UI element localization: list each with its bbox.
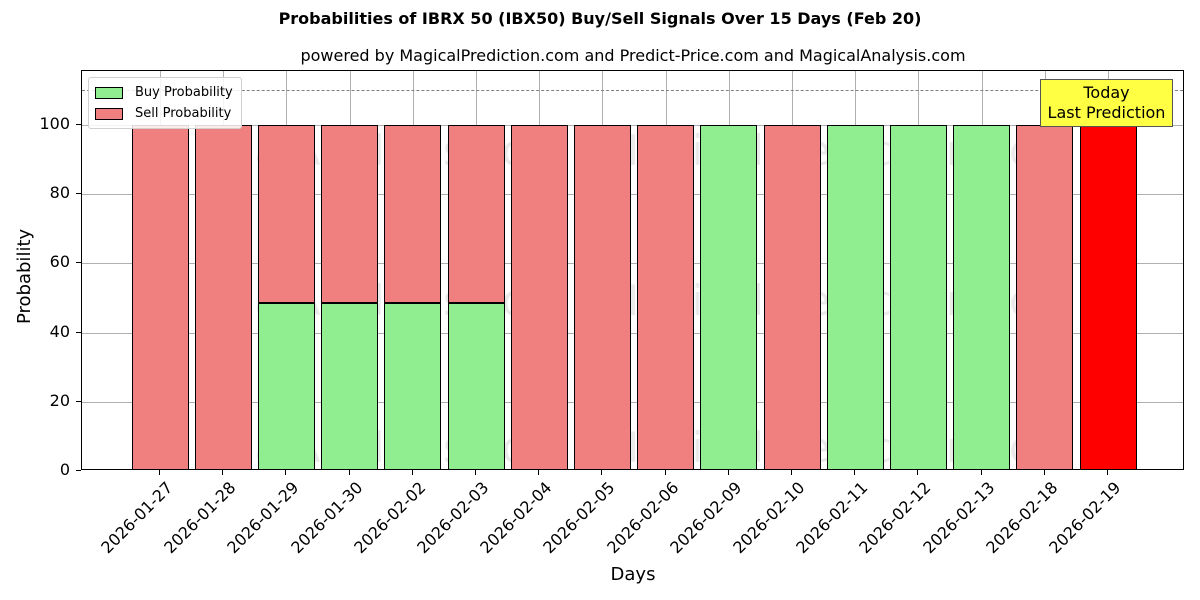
bar-buy bbox=[826, 125, 884, 469]
bar-sell bbox=[384, 125, 442, 304]
bar-sell bbox=[257, 125, 315, 304]
y-tick bbox=[76, 262, 81, 264]
y-tick bbox=[76, 193, 81, 195]
x-tick bbox=[791, 470, 792, 475]
chart-title: Probabilities of IBRX 50 (IBX50) Buy/Sel… bbox=[278, 9, 922, 28]
bar-sell bbox=[573, 125, 631, 469]
x-tick bbox=[1043, 470, 1045, 475]
bar-sell bbox=[1016, 125, 1074, 469]
bar-buy bbox=[889, 125, 947, 469]
gridline-horizontal bbox=[82, 332, 1183, 334]
buy-swatch-icon bbox=[95, 86, 123, 99]
chart-subtitle: powered by MagicalPrediction.com and Pre… bbox=[300, 46, 966, 65]
x-tick bbox=[980, 470, 982, 475]
y-tick-label: 60 bbox=[49, 252, 70, 272]
y-tick bbox=[76, 400, 81, 402]
x-tick bbox=[664, 470, 666, 475]
x-tick bbox=[222, 470, 224, 475]
x-tick bbox=[411, 470, 413, 475]
x-tick bbox=[538, 470, 540, 475]
y-tick bbox=[76, 124, 81, 125]
x-tick bbox=[348, 470, 350, 475]
x-tick bbox=[854, 470, 856, 475]
x-tick bbox=[159, 470, 160, 475]
bar-buy bbox=[257, 303, 315, 469]
bar-sell bbox=[510, 125, 568, 469]
x-tick bbox=[727, 470, 729, 475]
y-tick bbox=[76, 470, 81, 471]
bar-sell bbox=[131, 125, 189, 469]
bar-sell bbox=[637, 125, 695, 469]
today-annotation: Today Last Prediction bbox=[1040, 79, 1173, 127]
legend: Buy Probability Sell Probability bbox=[88, 77, 242, 129]
bar-sell bbox=[194, 125, 252, 469]
legend-item-sell: Sell Probability bbox=[95, 103, 233, 124]
x-tick bbox=[601, 470, 603, 475]
gridline-horizontal bbox=[82, 263, 1183, 265]
legend-sell-label: Sell Probability bbox=[135, 106, 232, 121]
gridline-horizontal bbox=[82, 194, 1183, 196]
legend-item-buy: Buy Probability bbox=[95, 82, 233, 103]
y-tick-label: 20 bbox=[49, 390, 70, 410]
bar-sell bbox=[763, 125, 821, 469]
bar-buy bbox=[700, 125, 758, 469]
x-tick bbox=[1107, 470, 1108, 475]
bar-buy bbox=[321, 303, 379, 469]
y-axis-label: Probability bbox=[14, 228, 35, 324]
sell-swatch-icon bbox=[95, 107, 123, 120]
x-tick bbox=[475, 470, 476, 475]
legend-buy-label: Buy Probability bbox=[135, 85, 233, 100]
gridline-horizontal bbox=[82, 401, 1183, 403]
y-tick-label: 40 bbox=[49, 321, 70, 341]
bar-sell bbox=[447, 125, 505, 304]
gridline-horizontal bbox=[82, 125, 1183, 126]
y-tick-label: 100 bbox=[39, 114, 70, 133]
x-tick bbox=[285, 470, 287, 475]
y-tick-label: 80 bbox=[49, 183, 70, 203]
annotation-line-1: Today bbox=[1083, 83, 1130, 102]
bar-buy bbox=[447, 303, 505, 469]
y-tick-label: 0 bbox=[59, 460, 70, 479]
bar-buy bbox=[953, 125, 1011, 469]
plot-area: MagicalAnalysis.comMagicalAnalysis.comMa… bbox=[81, 70, 1184, 470]
bar-buy bbox=[384, 303, 442, 469]
x-axis-label: Days bbox=[610, 564, 656, 585]
x-tick bbox=[917, 470, 919, 475]
bar-sell bbox=[321, 125, 379, 304]
reference-line bbox=[82, 90, 1183, 92]
y-tick bbox=[76, 331, 81, 333]
bar-sell-today bbox=[1079, 125, 1137, 469]
annotation-line-2: Last Prediction bbox=[1047, 103, 1166, 122]
